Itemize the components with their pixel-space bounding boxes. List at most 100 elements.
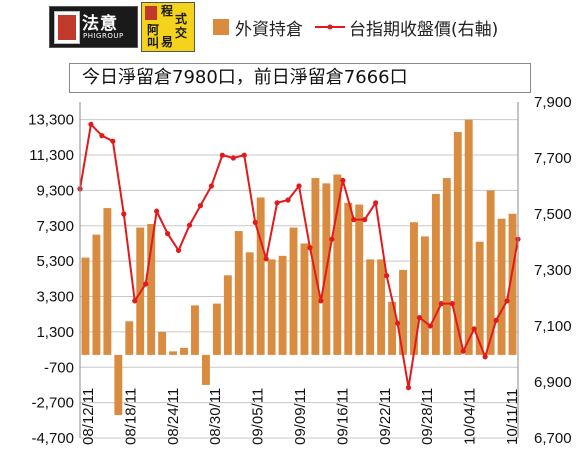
bar xyxy=(234,231,243,355)
bar xyxy=(431,193,440,355)
price-point xyxy=(504,298,510,304)
bar xyxy=(180,347,188,355)
logo-char: 式 xyxy=(175,12,188,26)
bar xyxy=(114,354,123,416)
y-left-tick-label: -4,700 xyxy=(31,430,74,447)
y-right-tick-label: 7,100 xyxy=(534,318,572,335)
price-point xyxy=(318,298,324,304)
y-left-tick-label: 11,300 xyxy=(29,147,74,164)
bar xyxy=(333,174,342,355)
price-point xyxy=(132,298,138,304)
price-point xyxy=(373,200,379,206)
bar xyxy=(410,222,418,355)
price-point xyxy=(460,348,466,354)
bar xyxy=(475,241,484,355)
price-point xyxy=(197,203,204,209)
price-point xyxy=(384,273,390,279)
x-tick-label: 09/16/11 xyxy=(334,388,351,445)
bar xyxy=(81,257,90,355)
y-right-tick-label: 7,900 xyxy=(534,94,572,111)
price-point xyxy=(329,236,335,242)
price-point xyxy=(241,152,247,158)
price-point xyxy=(263,256,269,262)
seal-icon xyxy=(145,6,157,20)
price-point xyxy=(165,231,171,237)
bar xyxy=(278,255,287,355)
net-position-info: 今日淨留倉7980口，前日淨留倉7666口 xyxy=(69,63,531,93)
price-point xyxy=(427,323,433,329)
x-tick-label: 08/18/11 xyxy=(122,388,139,445)
price-point xyxy=(88,121,94,127)
line-legend-icon xyxy=(315,24,345,30)
bar xyxy=(300,243,309,355)
bar xyxy=(267,259,276,355)
price-point xyxy=(121,211,127,217)
price-point xyxy=(274,200,280,206)
y-left-tick-label: -2,700 xyxy=(31,395,74,412)
bar xyxy=(212,303,221,355)
x-tick-label: 09/28/11 xyxy=(419,388,436,445)
logo-sub: PHIGROUP xyxy=(83,32,124,40)
bar xyxy=(355,204,364,355)
logo-char: 易 xyxy=(161,35,174,49)
bar xyxy=(442,178,451,355)
bar-series xyxy=(81,119,517,416)
line-series xyxy=(77,121,521,391)
bar xyxy=(388,301,397,355)
price-point xyxy=(438,301,444,307)
price-point xyxy=(351,217,357,223)
bar xyxy=(366,259,375,355)
price-point xyxy=(449,301,455,307)
bar xyxy=(223,275,232,355)
bar xyxy=(453,132,462,355)
price-point xyxy=(307,245,313,251)
price-point xyxy=(208,183,214,189)
price-point xyxy=(296,183,302,189)
y-right-tick-label: 6,700 xyxy=(534,430,572,447)
bar xyxy=(169,351,178,355)
price-point xyxy=(405,385,412,391)
logo-char: 叫 xyxy=(147,36,160,50)
bar xyxy=(497,218,506,355)
x-tick-label: 09/09/11 xyxy=(292,388,309,445)
price-point xyxy=(362,217,368,223)
price-point xyxy=(416,315,423,321)
logo-char: 交 xyxy=(175,26,188,40)
price-point xyxy=(219,152,225,158)
price-point xyxy=(394,320,401,326)
price-point xyxy=(143,281,149,287)
price-point xyxy=(110,138,116,144)
bar xyxy=(191,305,199,355)
price-point xyxy=(186,222,193,228)
bar-legend-swatch xyxy=(213,19,229,35)
x-tick-label: 10/04/11 xyxy=(462,388,479,445)
x-axis-ticks: 08/12/11 08/18/11 08/24/11 08/30/11 09/05/11… xyxy=(80,388,521,445)
logo-char: 程 xyxy=(161,4,174,18)
price-point xyxy=(285,197,291,203)
bar xyxy=(147,224,156,355)
price-point xyxy=(482,354,488,360)
price-line xyxy=(79,122,519,388)
logo-name: 法意 xyxy=(82,14,118,34)
y-left-tick-label: 13,300 xyxy=(28,112,74,129)
legend-entry-bars: 外資持倉 xyxy=(235,19,303,40)
price-point xyxy=(471,326,477,332)
bar xyxy=(508,213,517,355)
y-right-tick-label: 7,500 xyxy=(534,206,572,223)
seal-icon xyxy=(54,11,80,44)
bar xyxy=(256,197,265,355)
y-right-tick-label: 6,900 xyxy=(534,374,572,391)
x-tick-label: 08/12/11 xyxy=(80,388,97,445)
bar xyxy=(245,252,254,355)
axes xyxy=(79,102,519,438)
bar xyxy=(486,190,495,355)
y-left-tick-label: 5,300 xyxy=(36,253,74,270)
phigroup-logo: 法意 PHIGROUP xyxy=(49,6,138,48)
price-point xyxy=(230,155,236,161)
chart-legend: 外資持倉 台指期收盤價(右軸) xyxy=(213,14,498,40)
price-point xyxy=(99,133,105,139)
price-point xyxy=(340,177,346,183)
y-left-tick-label: 1,300 xyxy=(36,324,74,341)
bar xyxy=(103,208,112,355)
